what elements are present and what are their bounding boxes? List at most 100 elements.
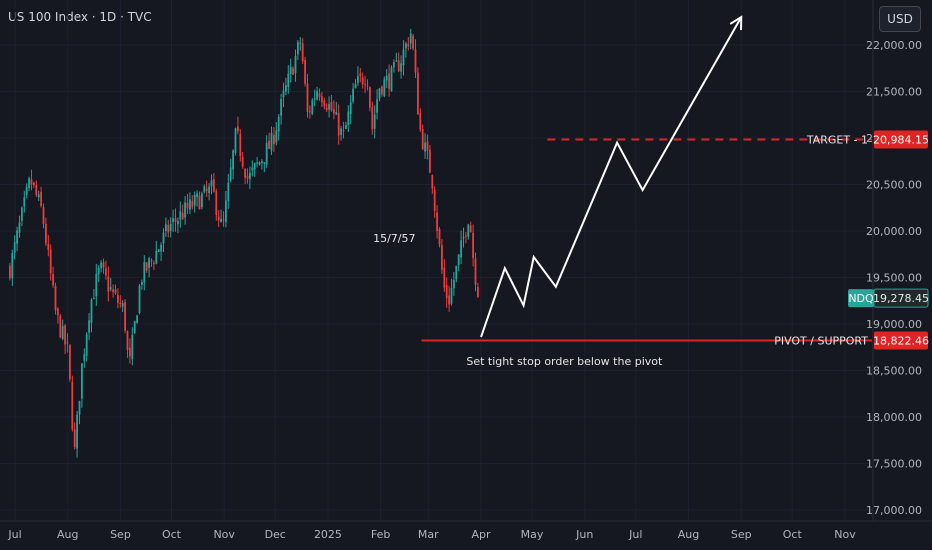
candle-body bbox=[316, 90, 318, 100]
candle-body bbox=[248, 172, 251, 180]
candle-body bbox=[104, 268, 107, 276]
candle-body bbox=[229, 167, 232, 181]
candle-body bbox=[88, 320, 90, 333]
candle-body bbox=[42, 207, 45, 224]
candle-body bbox=[325, 107, 328, 110]
candle-body bbox=[52, 274, 54, 286]
candle-body bbox=[476, 286, 479, 298]
candle-body bbox=[424, 142, 426, 152]
candle-body bbox=[73, 429, 76, 448]
candle-body bbox=[328, 104, 330, 110]
candle-body bbox=[28, 178, 30, 188]
candle-body bbox=[44, 223, 47, 244]
candle-body bbox=[241, 156, 244, 167]
candle-body bbox=[289, 66, 292, 74]
candle-body bbox=[412, 35, 414, 49]
candle-body bbox=[188, 199, 191, 210]
candle-body bbox=[311, 100, 314, 114]
candle-body bbox=[450, 287, 453, 304]
candle-body bbox=[8, 265, 11, 279]
candle-body bbox=[66, 342, 69, 344]
candle-body bbox=[443, 267, 446, 288]
candle-body bbox=[366, 85, 369, 87]
candle-body bbox=[224, 200, 227, 223]
target-label: TARGET - 1 bbox=[806, 133, 868, 146]
candle-body bbox=[198, 195, 201, 210]
symbol-tag bbox=[848, 289, 874, 308]
projection bbox=[480, 15, 743, 338]
candle-body bbox=[126, 331, 129, 350]
candle-body bbox=[308, 111, 311, 113]
candle-body bbox=[150, 260, 153, 262]
candle-body bbox=[71, 382, 74, 430]
candle-body bbox=[320, 96, 323, 103]
candle-body bbox=[155, 250, 158, 264]
candle-body bbox=[95, 274, 98, 297]
candle-body bbox=[138, 285, 141, 313]
candle-body bbox=[112, 289, 114, 293]
candle-body bbox=[222, 219, 225, 221]
candle-body bbox=[54, 286, 57, 311]
candle-body bbox=[352, 88, 354, 102]
x-tick-label: Nov bbox=[213, 528, 235, 541]
small-label: 15/7/57 bbox=[373, 232, 415, 245]
candle-body bbox=[467, 224, 470, 237]
y-tick-label: 18,500.00 bbox=[866, 365, 922, 378]
candle-body bbox=[268, 140, 270, 149]
candle-body bbox=[97, 267, 100, 275]
level-price-tag bbox=[874, 130, 928, 149]
candle-body bbox=[400, 63, 402, 72]
candle-body bbox=[23, 197, 26, 207]
candle-body bbox=[208, 186, 210, 194]
candle-body bbox=[282, 90, 285, 98]
x-tick-label: Aug bbox=[678, 528, 699, 541]
candle-body bbox=[157, 249, 160, 253]
candle-body bbox=[272, 134, 275, 145]
candle-body bbox=[184, 202, 186, 218]
candle-body bbox=[414, 49, 417, 73]
stop-order-note: Set tight stop order below the pivot bbox=[466, 355, 663, 368]
candle-body bbox=[388, 73, 390, 89]
candle-body bbox=[440, 245, 443, 270]
candle-body bbox=[234, 128, 237, 153]
candle-body bbox=[416, 72, 419, 115]
candle-body bbox=[332, 109, 335, 114]
candle-body bbox=[280, 98, 282, 116]
candle-body bbox=[227, 182, 230, 201]
x-tick-label: Jul bbox=[7, 528, 21, 541]
candle-body bbox=[407, 44, 410, 47]
price-tags: 20,984.15 18,822.46 NDQ 19,278.45 bbox=[848, 130, 929, 350]
candle-body bbox=[258, 162, 261, 165]
candle-body bbox=[464, 235, 467, 237]
candle-body bbox=[359, 73, 362, 76]
projection-arrowhead bbox=[729, 15, 743, 31]
candle-body bbox=[215, 190, 218, 215]
last-price-tag bbox=[873, 288, 929, 308]
candle-body bbox=[460, 240, 462, 258]
candle-body bbox=[16, 230, 18, 244]
x-tick-label: Sep bbox=[110, 528, 131, 541]
candle-body bbox=[364, 83, 366, 85]
y-tick-label: 20,500.00 bbox=[866, 179, 922, 192]
candle-body bbox=[25, 187, 28, 195]
candle-body bbox=[174, 218, 177, 222]
candle-body bbox=[275, 130, 278, 143]
candle-body bbox=[78, 400, 81, 415]
candle-body bbox=[270, 133, 273, 151]
y-tick-label: 19,000.00 bbox=[866, 318, 922, 331]
candle-body bbox=[85, 334, 88, 356]
candle-body bbox=[299, 42, 302, 44]
candle-body bbox=[445, 285, 448, 299]
candle-body bbox=[49, 249, 52, 274]
candle-body bbox=[292, 68, 294, 75]
candle-body bbox=[217, 216, 220, 221]
candle-body bbox=[263, 162, 266, 164]
candle-body bbox=[107, 276, 110, 292]
candle-body bbox=[236, 126, 239, 132]
currency-button[interactable]: USD bbox=[879, 6, 921, 32]
candle-body bbox=[426, 141, 429, 151]
candle-body bbox=[68, 344, 71, 380]
candle-body bbox=[18, 222, 21, 234]
x-tick-label: May bbox=[521, 528, 544, 541]
